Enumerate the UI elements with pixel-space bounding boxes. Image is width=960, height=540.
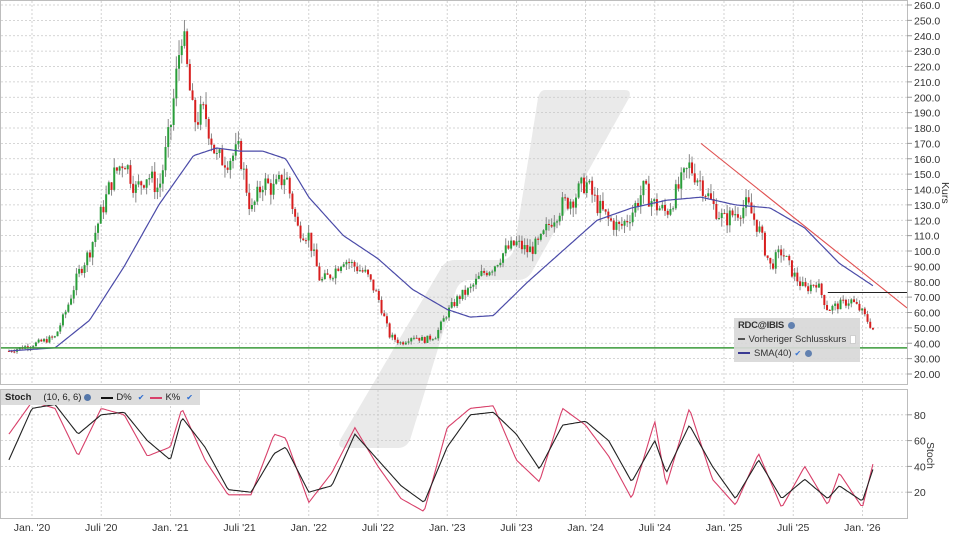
svg-text:40: 40 <box>914 461 926 473</box>
svg-text:Juli '21: Juli '21 <box>223 522 256 534</box>
k-checkbox-checked-icon[interactable]: ✔ <box>186 393 193 402</box>
legend-symbol-row[interactable]: RDC@IBIS <box>734 318 860 332</box>
svg-text:20: 20 <box>914 487 926 499</box>
stoch-axis-title: Stoch <box>924 442 936 469</box>
price-panel-frame <box>0 0 908 385</box>
globe-icon[interactable] <box>805 349 813 357</box>
stoch-title: Stoch <box>5 392 32 403</box>
legend-symbol: RDC@IBIS <box>738 319 784 331</box>
svg-text:110.0: 110.0 <box>914 231 940 243</box>
legend-sma-row[interactable]: SMA(40) ✔ <box>734 346 860 360</box>
stoch-k-line <box>8 401 874 512</box>
stoch-legend: Stoch (10, 6, 6) D% ✔ K% ✔ <box>1 390 200 405</box>
legend-prev-close-label: Vorheriger Schlusskurs <box>748 333 847 345</box>
svg-text:Jan. '22: Jan. '22 <box>291 522 328 534</box>
legend-sma-label: SMA(40) <box>754 347 792 359</box>
stoch-params[interactable]: (10, 6, 6) <box>43 392 82 403</box>
svg-text:20.00: 20.00 <box>914 369 940 381</box>
candlestick-series <box>7 19 874 354</box>
svg-text:Jan. '20: Jan. '20 <box>14 522 51 534</box>
d-checkbox-checked-icon[interactable]: ✔ <box>137 393 145 402</box>
svg-text:230.0: 230.0 <box>914 46 940 58</box>
svg-text:80: 80 <box>914 410 926 422</box>
svg-text:Jan. '24: Jan. '24 <box>567 522 604 534</box>
svg-text:260.0: 260.0 <box>914 0 940 12</box>
svg-text:40.00: 40.00 <box>914 338 940 350</box>
prev-close-checkbox[interactable] <box>850 334 856 344</box>
globe-icon[interactable] <box>84 394 92 401</box>
svg-text:170.0: 170.0 <box>914 138 940 150</box>
svg-text:150.0: 150.0 <box>914 169 940 181</box>
svg-text:50.00: 50.00 <box>914 323 940 335</box>
svg-text:80.00: 80.00 <box>914 277 940 289</box>
svg-text:60.00: 60.00 <box>914 308 940 320</box>
svg-text:Jan. '26: Jan. '26 <box>844 522 881 534</box>
stoch-panel-frame <box>0 389 908 519</box>
downtrend-line <box>700 142 908 309</box>
svg-text:190.0: 190.0 <box>914 108 940 120</box>
sma-line-swatch-icon <box>738 352 750 354</box>
svg-text:Jan. '21: Jan. '21 <box>152 522 189 534</box>
stoch-axis-labels: 80 60 40 20 <box>907 410 926 499</box>
legend-prev-close-row[interactable]: Vorheriger Schlusskurs <box>734 332 860 346</box>
time-axis-labels: Jan. '20 Juli '20 Jan. '21 Juli '21 Jan. '22… <box>14 522 881 534</box>
k-line-swatch-icon <box>150 396 163 399</box>
price-axis-labels: 260.0 250.0 240.0 230.0 220.0 210.0 200.0 190.0… <box>907 0 940 381</box>
svg-text:200.0: 200.0 <box>914 92 940 104</box>
stoch-d-line <box>8 403 874 503</box>
svg-text:60: 60 <box>914 436 926 448</box>
svg-text:Jan. '23: Jan. '23 <box>429 522 466 534</box>
d-line-swatch-icon <box>101 396 114 399</box>
stoch-grid <box>1 390 907 518</box>
price-axis-title: Kurs <box>939 182 951 204</box>
svg-text:Juli '20: Juli '20 <box>85 522 118 534</box>
svg-text:250.0: 250.0 <box>914 15 940 27</box>
stoch-k-label: K% <box>165 392 181 403</box>
svg-text:30.00: 30.00 <box>914 354 940 366</box>
svg-text:120.0: 120.0 <box>914 215 940 227</box>
price-grid <box>1 1 907 384</box>
stoch-d-label: D% <box>116 392 132 403</box>
svg-text:210.0: 210.0 <box>914 77 940 89</box>
svg-text:70.00: 70.00 <box>914 292 940 304</box>
svg-text:Juli '22: Juli '22 <box>362 522 395 534</box>
svg-text:240.0: 240.0 <box>914 31 940 43</box>
svg-text:140.0: 140.0 <box>914 185 940 197</box>
sma40-line <box>8 147 874 352</box>
svg-text:180.0: 180.0 <box>914 123 940 135</box>
svg-text:Juli '23: Juli '23 <box>500 522 533 534</box>
svg-text:Juli '25: Juli '25 <box>777 522 810 534</box>
svg-text:220.0: 220.0 <box>914 62 940 74</box>
svg-text:Juli '24: Juli '24 <box>639 522 672 534</box>
price-legend: RDC@IBIS Vorheriger Schlusskurs SMA(40) … <box>734 318 860 362</box>
sma-checkbox-checked-icon[interactable]: ✔ <box>794 348 802 358</box>
svg-text:160.0: 160.0 <box>914 154 940 166</box>
svg-text:130.0: 130.0 <box>914 200 940 212</box>
dashed-line-swatch-icon <box>738 338 745 340</box>
svg-text:90.00: 90.00 <box>914 261 940 273</box>
globe-icon[interactable] <box>787 321 795 329</box>
svg-text:Jan. '25: Jan. '25 <box>706 522 743 534</box>
svg-text:100.0: 100.0 <box>914 246 940 258</box>
